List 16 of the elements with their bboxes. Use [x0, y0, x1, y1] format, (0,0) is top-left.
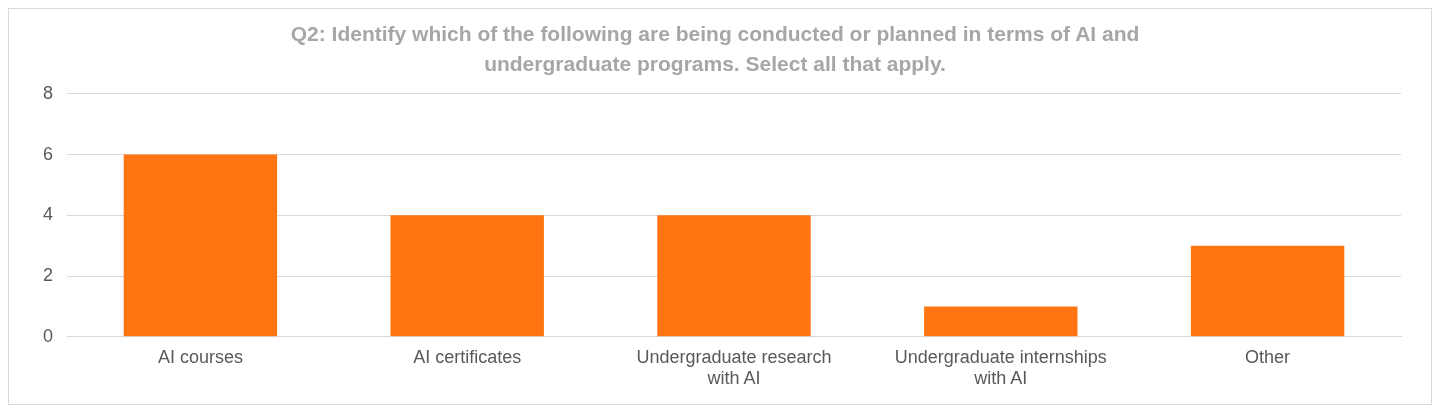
y-tick-label: 2	[43, 265, 54, 286]
y-tick-label: 0	[43, 325, 54, 346]
bar	[123, 154, 278, 337]
bar	[390, 215, 544, 337]
y-tick-label: 6	[43, 143, 54, 164]
x-tick-label: Undergraduate research with AI	[636, 346, 832, 389]
y-tick-label: 8	[43, 82, 54, 103]
bar	[924, 306, 1078, 337]
chart-title: Q2: Identify which of the following are being conducted or planned in terms of AI and undergraduate programs. Select all that apply.	[290, 22, 1140, 75]
x-tick-label: Undergraduate internships with AI	[894, 346, 1107, 389]
x-tick-label: AI certificates	[413, 346, 522, 367]
bar	[657, 215, 811, 337]
x-tick-label: AI courses	[157, 346, 243, 367]
bar	[1190, 245, 1345, 337]
y-tick-label: 4	[43, 204, 54, 225]
x-tick-label: Other	[1245, 346, 1291, 367]
